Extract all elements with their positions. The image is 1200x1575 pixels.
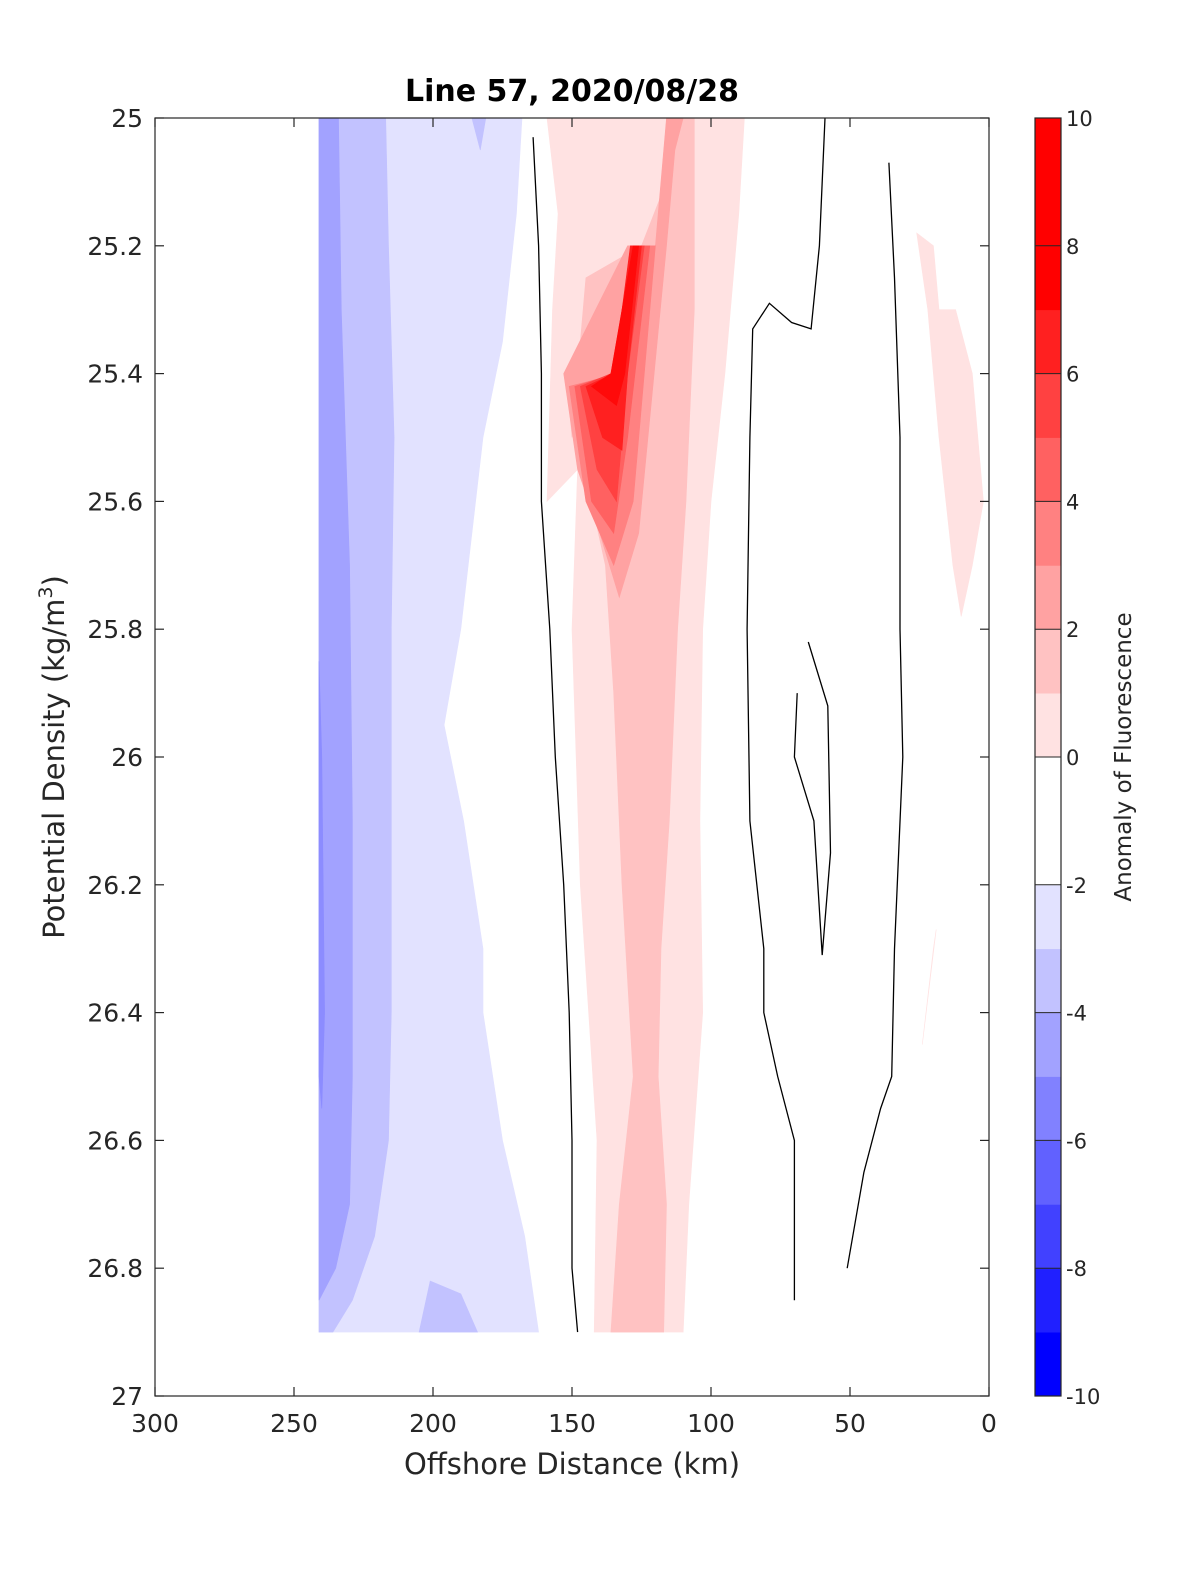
y-tick-label: 26.8 (87, 1254, 143, 1283)
colorbar-segment (1035, 118, 1061, 183)
colorbar-segment (1035, 309, 1061, 374)
y-tick-label: 26 (111, 743, 143, 772)
colorbar-segment (1035, 501, 1061, 566)
x-tick-label: 250 (270, 1409, 318, 1438)
colorbar-tick-label: 10 (1066, 107, 1093, 131)
filled-contours (318, 118, 984, 1333)
colorbar-segment (1035, 1268, 1061, 1333)
colorbar-segment (1035, 373, 1061, 438)
zero-contour-line-0 (532, 137, 579, 1333)
colorbar-segment (1035, 757, 1061, 822)
y-tick-label: 26.2 (87, 871, 143, 900)
filled-region-4 (318, 118, 353, 1301)
colorbar-segment (1035, 1140, 1061, 1205)
chart-title: Line 57, 2020/08/28 (405, 74, 739, 109)
x-tick-label: 200 (409, 1409, 457, 1438)
filled-region-2 (418, 1280, 478, 1333)
zero-contour-line-3 (793, 641, 832, 956)
colorbar-segment (1035, 245, 1061, 311)
colorbar-segment (1035, 1012, 1061, 1077)
colorbar-tick-label: 0 (1066, 746, 1079, 770)
colorbar-segment (1035, 437, 1061, 502)
filled-region-5 (318, 661, 325, 1109)
colorbar-tick-label: -10 (1066, 1385, 1100, 1409)
colorbar-tick-label: -8 (1066, 1257, 1087, 1281)
colorbar-segment (1035, 1076, 1061, 1141)
y-tick-label: 25.2 (87, 232, 143, 261)
x-tick-label: 100 (687, 1409, 735, 1438)
zero-contour-line-2 (846, 162, 904, 1269)
x-tick-label: 50 (834, 1409, 866, 1438)
y-tick-label: 26.4 (87, 999, 143, 1028)
y-tick-label: 25.8 (87, 615, 143, 644)
zero-contour-lines (532, 118, 904, 1333)
y-axis: 25 25.2 25.4 25.6 25.8 26 26.2 26.4 26.6 26.8 27 (87, 104, 989, 1411)
filled-region-14 (916, 232, 984, 617)
colorbar-segment (1035, 884, 1061, 950)
x-axis-label: Offshore Distance (km) (404, 1447, 740, 1481)
colorbar-tick-label: -6 (1066, 1129, 1087, 1153)
colorbar-tick-label: 2 (1066, 618, 1079, 642)
colorbar-tick-label: 6 (1066, 363, 1079, 387)
colorbar-segment (1035, 1204, 1061, 1269)
x-axis: 300 250 200 150 100 50 0 (131, 118, 997, 1438)
y-tick-label: 25.6 (87, 487, 143, 516)
y-tick-label: 25.4 (87, 360, 143, 389)
colorbar-segment (1035, 693, 1061, 758)
colorbar-tick-label: 4 (1066, 490, 1079, 514)
x-tick-label: 150 (548, 1409, 596, 1438)
y-axis-label: Potential Density (kg/m3) (35, 575, 71, 939)
x-tick-label: 0 (981, 1409, 997, 1438)
colorbar: 10 8 6 4 2 0 -2 -4 -6 -8 -10 (1034, 107, 1100, 1409)
colorbar-tick-label: -2 (1066, 874, 1087, 898)
colorbar-label: Anomaly of Fluorescence (1111, 612, 1137, 901)
colorbar-tick-label: 8 (1066, 235, 1079, 259)
filled-region-3 (471, 118, 487, 151)
colorbar-tick-label: -4 (1066, 1002, 1087, 1026)
filled-region-15 (922, 929, 937, 1045)
y-tick-label: 27 (111, 1382, 143, 1411)
y-axis-label-superscript: 3 (35, 586, 57, 598)
y-tick-label: 25 (111, 104, 143, 133)
y-tick-label: 26.6 (87, 1126, 143, 1155)
filled-region-13 (590, 245, 640, 407)
colorbar-segment (1035, 820, 1061, 886)
colorbar-segment (1035, 948, 1061, 1013)
zero-contour-line-1 (746, 118, 826, 1301)
colorbar-segment (1035, 565, 1061, 630)
colorbar-segment (1035, 181, 1061, 247)
x-tick-label: 300 (131, 1409, 179, 1438)
colorbar-segment (1035, 629, 1061, 694)
colorbar-segment (1035, 1332, 1061, 1397)
